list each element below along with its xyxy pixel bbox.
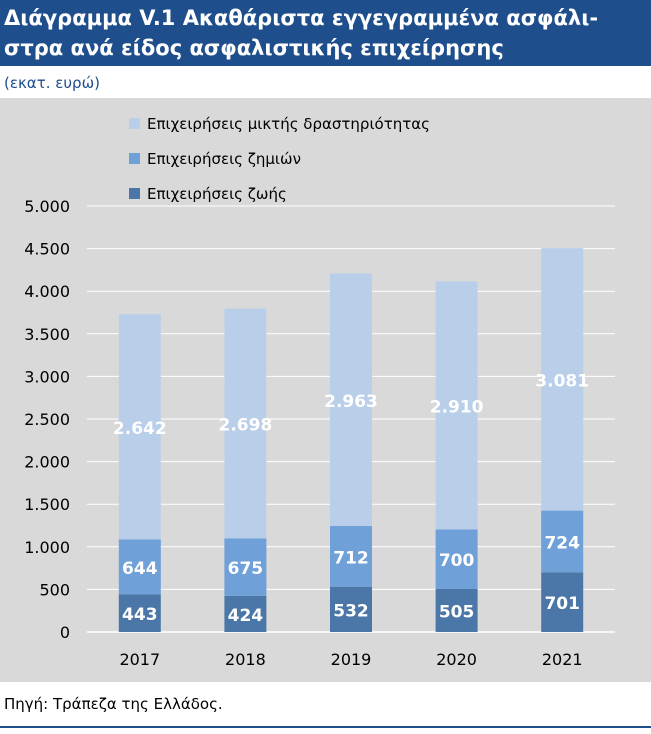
bottom-rule — [0, 726, 651, 728]
y-tick-label: 5.000 — [24, 197, 70, 216]
data-label: 700 — [439, 551, 475, 571]
bar-segment — [330, 273, 372, 527]
legend-label: Επιχειρήσεις μικτής δραστηριότητας — [147, 115, 430, 133]
y-tick-label: 4.500 — [24, 240, 70, 259]
bar-segment — [224, 595, 267, 632]
chart-title-line-1: Διάγραμμα V.1 Ακαθάριστα εγγεγραμμένα ασ… — [4, 6, 599, 30]
bar-segment — [224, 538, 267, 596]
bar-segment — [541, 248, 584, 511]
chart-area: 0 500 1.000 1.500 2.000 2.500 3.000 3.500 4.000 4… — [0, 98, 651, 682]
x-tick-label: 2020 — [436, 650, 477, 669]
bar-segment — [118, 539, 161, 595]
data-label: 3.081 — [535, 371, 589, 391]
data-label: 2.642 — [113, 419, 167, 439]
source-note: Πηγή: Τράπεζα της Ελλάδος. — [4, 695, 223, 713]
data-label: 712 — [333, 548, 369, 568]
data-label: 424 — [228, 606, 264, 626]
y-tick-label: 500 — [39, 580, 70, 599]
legend-swatch — [129, 153, 140, 164]
bar-segment — [330, 526, 372, 587]
bar-segment — [541, 572, 584, 632]
y-tick-label: 4.000 — [24, 282, 70, 301]
data-label: 644 — [122, 559, 158, 579]
stacked-bar-chart: 0 500 1.000 1.500 2.000 2.500 3.000 3.500 4.000 4… — [24, 115, 615, 669]
y-tick-label: 2.500 — [24, 410, 70, 429]
data-label: 443 — [122, 605, 158, 625]
legend-swatch — [129, 118, 140, 129]
y-tick-label: 1.000 — [24, 538, 70, 557]
data-label: 724 — [544, 533, 580, 553]
y-tick-label: 0 — [60, 623, 70, 642]
legend-label: Επιχειρήσεις ζωής — [147, 185, 287, 203]
title-banner: Διάγραμμα V.1 Ακαθάριστα εγγεγραμμένα ασ… — [0, 0, 651, 66]
chart-title-line-2: στρα ανά είδος ασφαλιστικής επιχείρησης — [4, 36, 504, 60]
data-label: 701 — [544, 594, 580, 614]
legend-swatch — [129, 188, 140, 199]
bar-segment — [541, 510, 584, 573]
unit-label: (εκατ. ευρώ) — [4, 74, 100, 92]
data-label: 2.963 — [324, 392, 378, 412]
bar-segment — [330, 586, 372, 632]
legend-label: Επιχειρήσεις ζημιών — [147, 150, 301, 168]
x-tick-label: 2021 — [542, 650, 583, 669]
data-label: 532 — [333, 601, 369, 621]
data-label: 505 — [439, 602, 475, 622]
y-tick-label: 1.500 — [24, 495, 70, 514]
x-tick-label: 2018 — [225, 650, 266, 669]
bar-segment — [435, 529, 478, 589]
bar-segment — [435, 281, 478, 530]
bar-segment — [224, 308, 267, 539]
data-label: 2.910 — [430, 397, 484, 417]
x-tick-label: 2017 — [119, 650, 160, 669]
data-label: 2.698 — [219, 415, 273, 435]
x-tick-label: 2019 — [331, 650, 372, 669]
data-label: 675 — [228, 559, 264, 579]
bar-segment — [118, 314, 161, 540]
bar-segment — [435, 588, 478, 632]
y-tick-label: 3.000 — [24, 367, 70, 386]
bar-segment — [118, 594, 161, 632]
y-tick-label: 3.500 — [24, 325, 70, 344]
y-tick-label: 2.000 — [24, 453, 70, 472]
